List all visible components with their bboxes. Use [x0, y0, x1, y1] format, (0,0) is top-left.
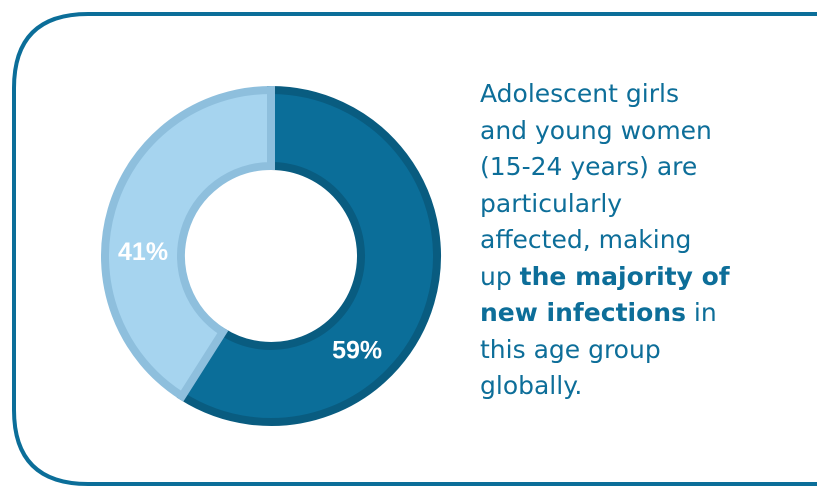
desc-line-6-pre: up	[480, 261, 520, 291]
desc-line-6: up the majority of	[480, 259, 800, 296]
desc-line-7-post: in	[685, 298, 717, 327]
desc-line-7: new infections in	[480, 295, 800, 332]
desc-line-1: Adolescent girls	[480, 79, 679, 108]
slice-59-percent	[176, 85, 441, 426]
data-label-59: 59%	[332, 337, 382, 365]
desc-line-8: this age group	[480, 334, 661, 364]
desc-line-9: globally.	[480, 371, 583, 400]
desc-line-7-bold: new infections	[480, 298, 686, 327]
desc-line-3: (15-24 years) are	[480, 152, 698, 181]
slice-41-percent	[101, 85, 275, 402]
desc-line-5: affected, making	[480, 225, 692, 254]
desc-line-2: and young women	[480, 115, 712, 145]
desc-line-4: particularly	[480, 188, 623, 218]
description-text: Adolescent girls and young women (15-24 …	[480, 76, 800, 405]
data-label-41: 41%	[118, 238, 168, 266]
desc-line-6-bold: the majority of	[519, 261, 730, 291]
